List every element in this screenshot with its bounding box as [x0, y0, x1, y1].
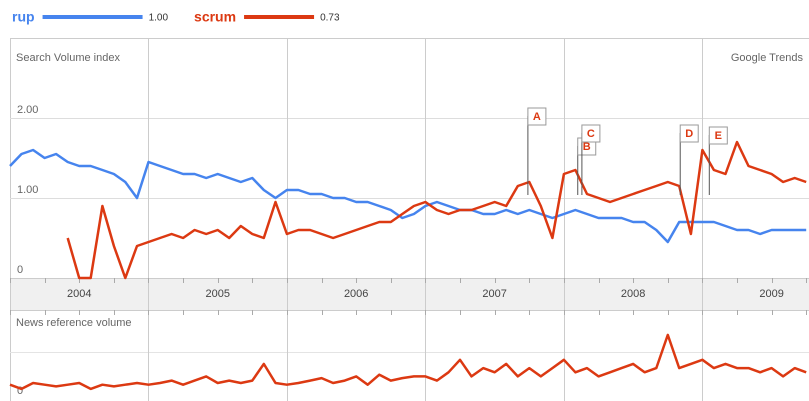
series-line — [66, 140, 807, 280]
annotation-label: C — [587, 128, 595, 140]
series-line — [9, 148, 807, 244]
annotation-label: D — [685, 128, 693, 140]
news-title: News reference volume — [16, 317, 132, 329]
news-y-tick-label: 0 — [17, 385, 23, 397]
main-panel — [10, 38, 809, 311]
x-tick-label: 2004 — [67, 288, 91, 300]
annotation-label: B — [583, 141, 591, 153]
y-tick-label: 2.00 — [17, 104, 38, 116]
x-tick-label: 2007 — [482, 288, 506, 300]
legend-average: 1.00 — [149, 13, 169, 24]
annotation-label: E — [715, 130, 722, 142]
y-axis-title: Search Volume index — [16, 52, 120, 64]
annotation-flag — [708, 126, 728, 145]
x-tick-label: 2006 — [344, 288, 368, 300]
annotation-flag — [581, 124, 601, 143]
brand-label: Google Trends — [731, 52, 804, 64]
legend-label: rup — [12, 9, 35, 25]
y-tick-label: 1.00 — [17, 184, 38, 196]
year-band — [10, 278, 809, 311]
y-tick-label: 0 — [17, 264, 23, 276]
series-line — [9, 333, 807, 391]
annotation-label: A — [533, 111, 541, 123]
legend-label: scrum — [194, 9, 236, 25]
legend-average: 0.73 — [320, 13, 340, 24]
annotation-flag — [679, 124, 699, 143]
annotation-flag — [527, 107, 547, 126]
x-tick-label: 2009 — [759, 288, 783, 300]
x-tick-label: 2005 — [205, 288, 229, 300]
x-tick-label: 2008 — [621, 288, 645, 300]
